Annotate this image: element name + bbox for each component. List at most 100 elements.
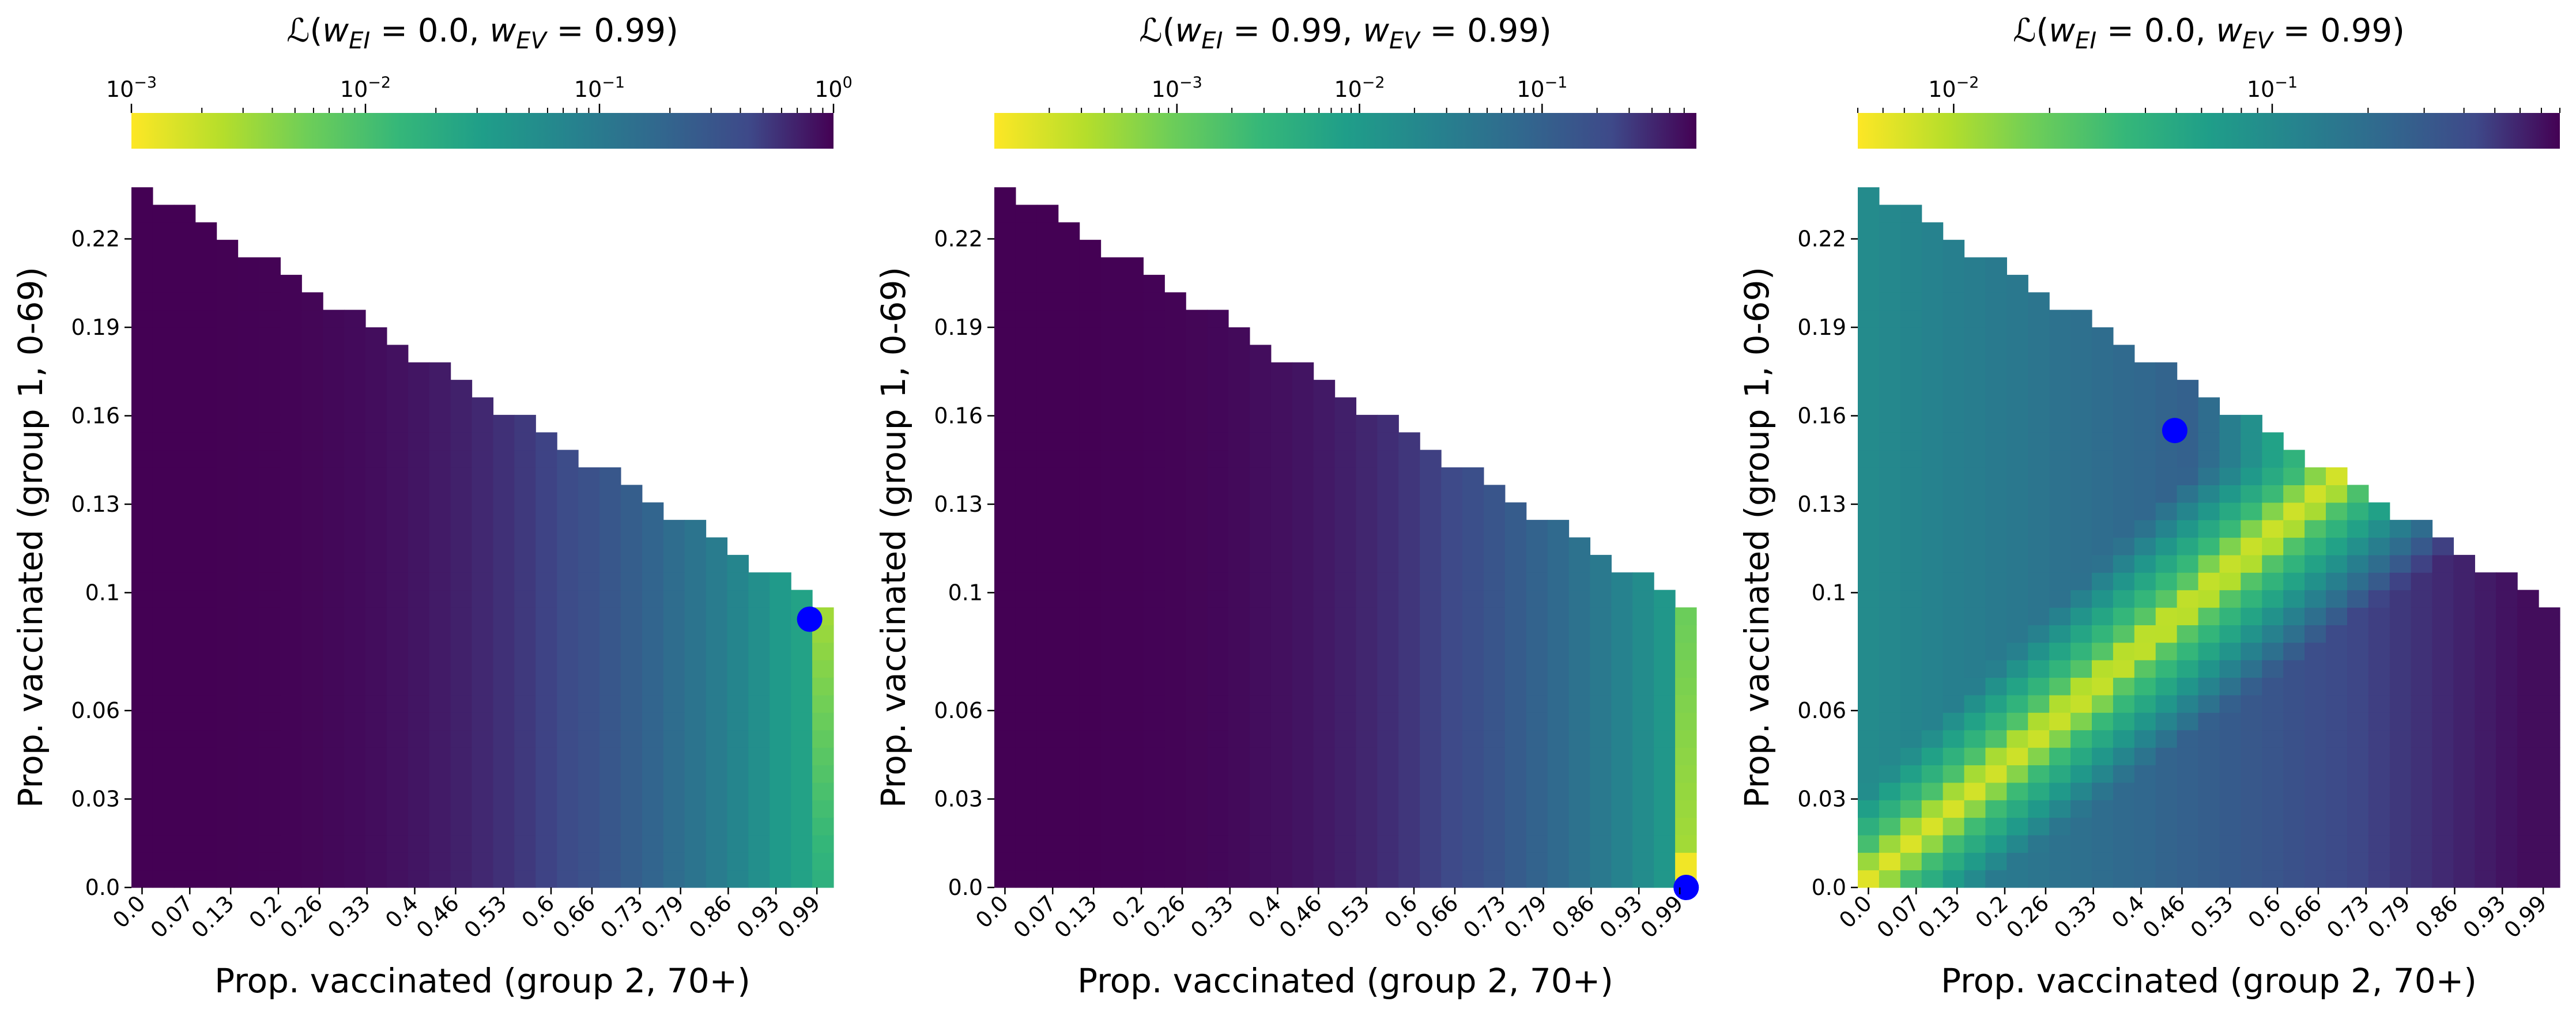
heatmap-cell <box>323 537 345 556</box>
heatmap-cell <box>1292 747 1314 765</box>
heatmap-cell <box>1356 747 1378 765</box>
heatmap-cell <box>1547 782 1570 800</box>
heatmap-cell <box>323 520 345 538</box>
heatmap-cell <box>557 590 579 608</box>
heatmap-cell <box>1943 694 1965 713</box>
heatmap-cell <box>599 625 621 643</box>
heatmap-cell <box>2326 782 2348 800</box>
heatmap-cell <box>1858 642 1880 660</box>
heatmap-cell <box>557 834 579 853</box>
heatmap-cell <box>1079 327 1102 345</box>
heatmap-cell <box>1654 747 1676 765</box>
heatmap-cell <box>812 642 834 660</box>
heatmap-cell <box>706 765 728 783</box>
heatmap-cell <box>1143 677 1165 696</box>
heatmap-cell <box>174 834 196 853</box>
heatmap-cell <box>1100 449 1123 468</box>
heatmap-cell <box>1504 852 1527 871</box>
heatmap-cell <box>2262 712 2284 731</box>
heatmap-cell <box>1675 712 1697 731</box>
heatmap-cell <box>2070 502 2092 520</box>
heatmap-cell <box>620 834 643 853</box>
heatmap-cell <box>429 502 451 520</box>
heatmap-cell <box>770 660 791 678</box>
heatmap-cell <box>365 607 387 625</box>
heatmap-cell <box>2007 432 2028 451</box>
heatmap-cell <box>2177 625 2199 643</box>
heatmap-cell <box>280 694 302 713</box>
heatmap-cell <box>994 397 1016 415</box>
heatmap-cell <box>131 432 153 451</box>
heatmap-cell <box>1483 800 1506 818</box>
heatmap-cell <box>1921 765 1944 783</box>
heatmap-cell <box>1249 694 1272 713</box>
heatmap-cell <box>2432 765 2454 783</box>
heatmap-cell <box>1164 520 1186 538</box>
heatmap-cell <box>2092 730 2114 748</box>
heatmap-cell <box>2305 520 2326 538</box>
heatmap-cell <box>1207 625 1229 643</box>
heatmap-cell <box>1015 380 1038 398</box>
heatmap-cell <box>557 625 579 643</box>
heatmap-cell <box>174 222 196 240</box>
heatmap-cell <box>1504 660 1527 678</box>
heatmap-cell <box>450 572 473 591</box>
x-tick-label: 0.86 <box>2411 890 2463 943</box>
heatmap-cell <box>2539 747 2560 765</box>
heatmap-cell <box>344 345 366 363</box>
heatmap-cell <box>450 782 473 800</box>
x-tick-label: 0.33 <box>1186 890 1238 943</box>
heatmap-cell <box>2049 694 2071 713</box>
heatmap-cell <box>386 397 409 415</box>
colorbar-tick-label: 10−3 <box>1152 74 1202 102</box>
heatmap-cell <box>1921 747 1944 765</box>
heatmap-cell <box>2496 607 2518 625</box>
heatmap-cell <box>1900 327 1922 345</box>
heatmap-cell <box>280 660 302 678</box>
heatmap-cell <box>344 694 366 713</box>
heatmap-cell <box>2070 554 2092 573</box>
heatmap-cell <box>1143 449 1165 468</box>
heatmap-cell <box>1921 309 1944 328</box>
heatmap-cell <box>1377 817 1399 836</box>
heatmap-cell <box>706 712 728 731</box>
heatmap-cell <box>1377 642 1399 660</box>
heatmap-cell <box>280 537 302 556</box>
heatmap-cell <box>1334 660 1357 678</box>
heatmap-cell <box>1122 642 1144 660</box>
heatmap-cell <box>1943 257 1965 275</box>
heatmap-cell <box>1122 694 1144 713</box>
panel-title: ℒ(wEI = 0.0, wEV = 0.99) <box>2013 12 2405 54</box>
heatmap-cell <box>259 292 281 311</box>
heatmap-cell <box>408 834 430 853</box>
colorbar-tick-label: 10−1 <box>1517 74 1567 102</box>
heatmap-cell <box>1964 782 1986 800</box>
heatmap-cell <box>1143 712 1165 731</box>
heatmap-cell <box>216 327 239 345</box>
heatmap-cell <box>1079 292 1102 311</box>
heatmap-cell <box>1921 502 1944 520</box>
heatmap-cell <box>535 800 557 818</box>
heatmap-cell <box>174 485 196 503</box>
heatmap-cell <box>535 590 557 608</box>
heatmap-cell <box>1270 520 1293 538</box>
heatmap-cell <box>2305 660 2326 678</box>
heatmap-cell <box>1036 625 1059 643</box>
heatmap-cell <box>1036 309 1059 328</box>
heatmap-cell <box>280 345 302 363</box>
heatmap-cell <box>259 537 281 556</box>
heatmap-cell <box>1377 607 1399 625</box>
heatmap-cell <box>2241 642 2262 660</box>
heatmap-cell <box>2411 817 2433 836</box>
x-tick-label: 0.07 <box>1872 890 1925 943</box>
heatmap-cell <box>1921 414 1944 433</box>
heatmap-cell <box>1058 677 1080 696</box>
heatmap-cell <box>1100 362 1123 380</box>
heatmap-cell <box>301 730 323 748</box>
heatmap-cell <box>1964 397 1986 415</box>
y-tick-label: 0.1 <box>948 580 983 605</box>
heatmap-cell <box>2326 870 2348 888</box>
x-tick-label: 0.79 <box>636 890 689 943</box>
heatmap-cell <box>2496 782 2518 800</box>
heatmap-cell <box>2496 660 2518 678</box>
